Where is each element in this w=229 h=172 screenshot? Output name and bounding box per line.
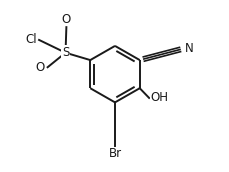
Text: S: S [62, 46, 69, 59]
Text: O: O [61, 13, 71, 26]
Text: N: N [184, 42, 193, 55]
Text: Cl: Cl [26, 33, 37, 46]
Text: OH: OH [150, 92, 168, 104]
Text: O: O [36, 61, 45, 74]
Text: Br: Br [108, 147, 121, 160]
